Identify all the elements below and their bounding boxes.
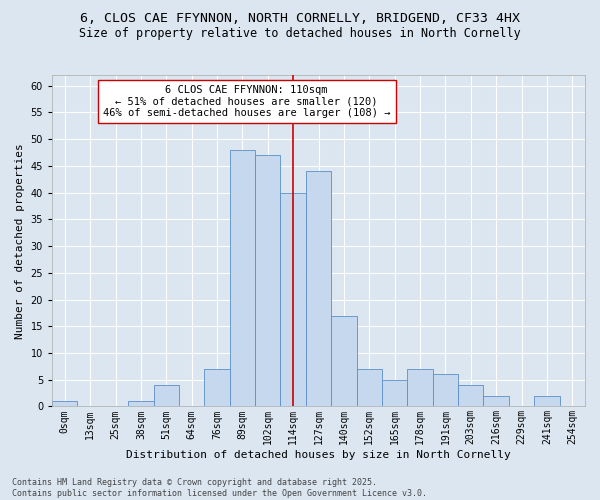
Bar — [52, 401, 77, 406]
Bar — [356, 369, 382, 406]
Bar — [433, 374, 458, 406]
Bar — [534, 396, 560, 406]
Bar — [407, 369, 433, 406]
Bar — [382, 380, 407, 406]
Bar — [128, 401, 154, 406]
Text: 6 CLOS CAE FFYNNON: 110sqm
← 51% of detached houses are smaller (120)
46% of sem: 6 CLOS CAE FFYNNON: 110sqm ← 51% of deta… — [103, 85, 391, 118]
Text: Contains HM Land Registry data © Crown copyright and database right 2025.
Contai: Contains HM Land Registry data © Crown c… — [12, 478, 427, 498]
Bar — [331, 316, 356, 406]
Bar — [230, 150, 255, 406]
Bar — [458, 385, 484, 406]
Text: Size of property relative to detached houses in North Cornelly: Size of property relative to detached ho… — [79, 28, 521, 40]
Bar — [306, 171, 331, 406]
Bar — [484, 396, 509, 406]
Text: 6, CLOS CAE FFYNNON, NORTH CORNELLY, BRIDGEND, CF33 4HX: 6, CLOS CAE FFYNNON, NORTH CORNELLY, BRI… — [80, 12, 520, 26]
Bar — [205, 369, 230, 406]
X-axis label: Distribution of detached houses by size in North Cornelly: Distribution of detached houses by size … — [126, 450, 511, 460]
Bar — [154, 385, 179, 406]
Y-axis label: Number of detached properties: Number of detached properties — [15, 143, 25, 338]
Bar — [280, 192, 306, 406]
Bar — [255, 155, 280, 406]
